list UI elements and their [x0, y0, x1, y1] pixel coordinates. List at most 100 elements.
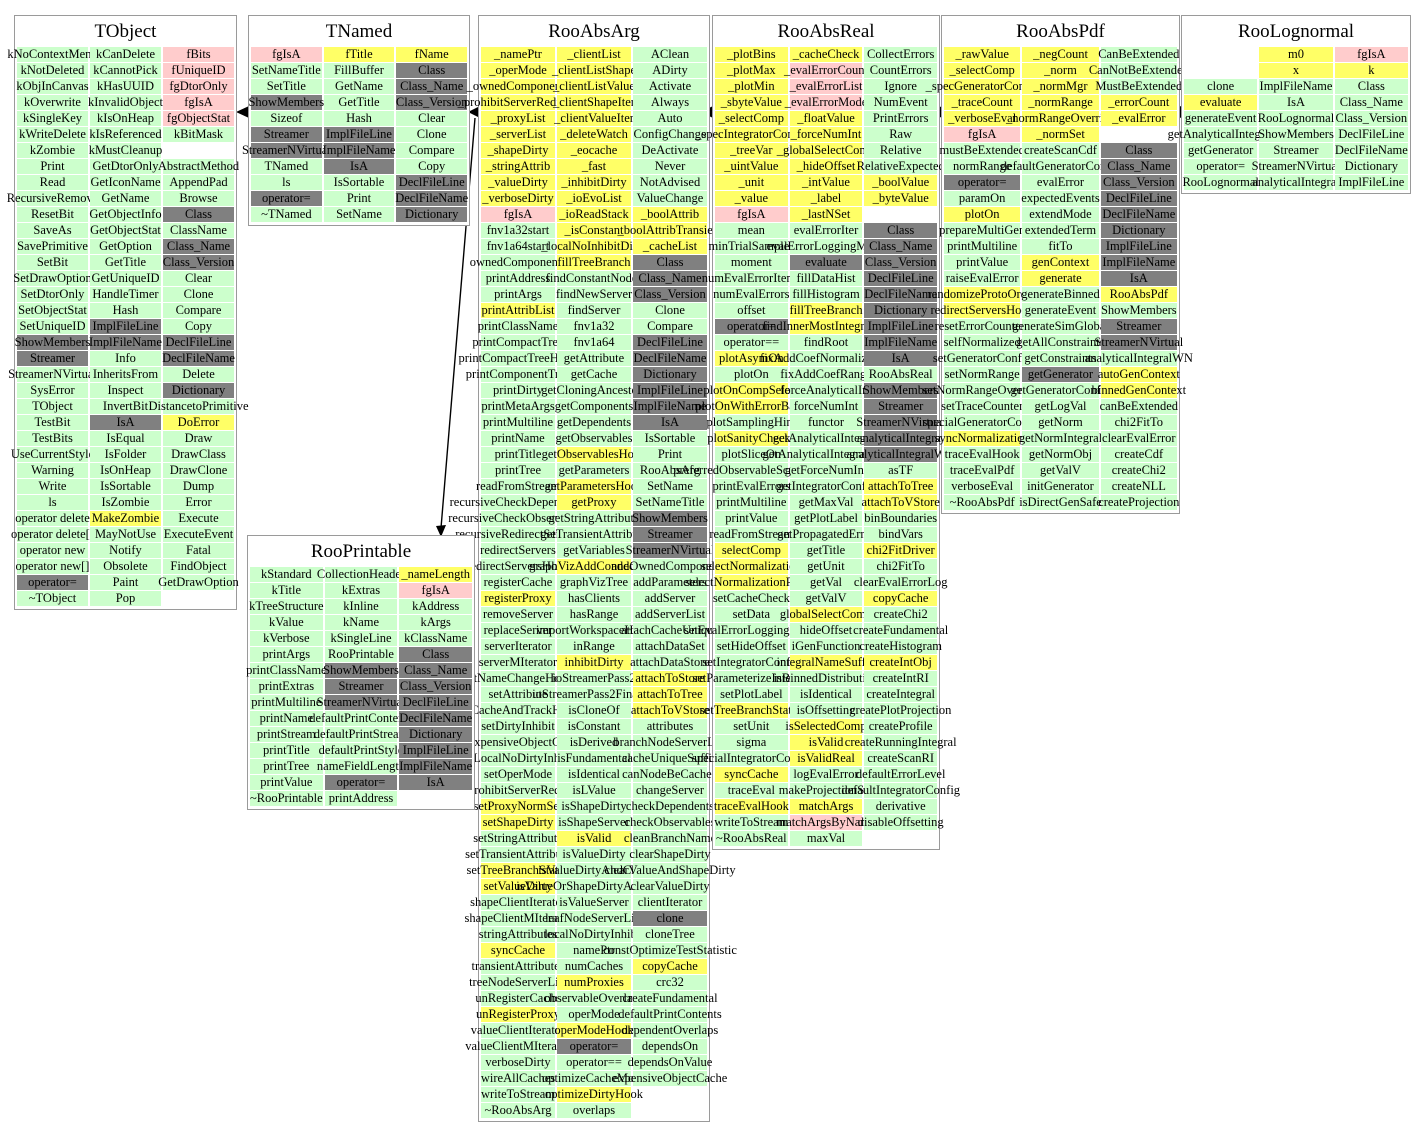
member-cell[interactable]: ClassName [163, 223, 234, 238]
member-cell[interactable]: NumEvent [864, 95, 938, 110]
member-cell[interactable]: ExecuteEvent [163, 527, 234, 542]
member-cell[interactable]: setCacheCheck [712, 591, 790, 606]
member-cell[interactable]: createIntRI [864, 671, 938, 686]
member-cell[interactable]: RelativeExpected [856, 159, 945, 174]
class-title[interactable]: RooAbsPdf [1016, 20, 1105, 42]
member-cell[interactable]: selectNormalization [701, 559, 802, 574]
member-cell[interactable]: StreamerNVirtual [625, 543, 715, 558]
member-cell[interactable]: _normRangeOverride [1006, 111, 1115, 126]
member-cell[interactable]: DeActivate [633, 143, 707, 158]
member-cell[interactable]: setCacheAndTrackHints [456, 703, 580, 718]
member-cell[interactable]: printClassName [477, 319, 559, 334]
member-cell[interactable]: Info [90, 351, 161, 366]
member-cell[interactable]: DeclFileName [395, 191, 469, 206]
member-cell[interactable]: fillTreeBranch [557, 255, 631, 270]
member-cell[interactable]: printExtras [250, 679, 323, 694]
member-cell[interactable]: _selectComp [715, 111, 788, 126]
member-cell[interactable]: kBitMask [163, 127, 234, 142]
member-cell[interactable]: generateBinned [1021, 287, 1100, 302]
member-cell[interactable]: generate [1022, 271, 1099, 286]
member-cell[interactable]: syncCache [715, 767, 788, 782]
member-cell[interactable]: leafNodeServerList [545, 911, 643, 926]
member-cell[interactable]: importWorkspaceHook [535, 623, 653, 638]
member-cell[interactable]: _verboseEval [944, 111, 1021, 126]
member-cell[interactable]: Class_Name [633, 271, 707, 286]
member-cell[interactable]: UseCurrentStyle [10, 447, 95, 462]
member-cell[interactable]: fixAddCoefNormalization [760, 351, 892, 366]
member-cell[interactable]: Auto [633, 111, 707, 126]
member-cell[interactable]: unRegisterCache [475, 991, 561, 1006]
member-cell[interactable]: mustBeExtended [939, 143, 1025, 158]
member-cell[interactable]: attachDataSet [633, 639, 707, 654]
member-cell[interactable]: _proxyList [481, 111, 555, 126]
member-cell[interactable]: redirectServersHook [930, 303, 1034, 318]
member-cell[interactable]: _cacheCheck [789, 47, 863, 62]
member-cell[interactable]: ImplFileLine [633, 383, 707, 398]
member-cell[interactable]: Activate [633, 79, 707, 94]
member-cell[interactable]: plotOnCompSelect [703, 383, 800, 398]
member-cell[interactable]: DeclFileLine [1100, 191, 1177, 206]
member-cell[interactable]: IsA [1100, 271, 1177, 286]
member-cell[interactable]: syncNormalization [934, 431, 1030, 446]
member-cell[interactable]: dependsOnValue [627, 1055, 713, 1070]
member-cell[interactable]: sigma [715, 735, 788, 750]
member-cell[interactable]: kValue [250, 615, 323, 630]
member-cell[interactable]: ImplFileLine [1100, 239, 1177, 254]
member-cell[interactable]: optimizeDirtyHook [545, 1087, 643, 1102]
member-cell[interactable]: Raw [864, 127, 938, 142]
member-cell[interactable]: DeclFileLine [864, 271, 938, 286]
member-cell[interactable]: DeclFileLine [163, 335, 234, 350]
member-cell[interactable]: getAttribute [557, 351, 631, 366]
member-cell[interactable]: ~RooAbsPdf [944, 495, 1021, 510]
member-cell[interactable]: resetErrorCounters [934, 319, 1030, 334]
member-cell[interactable]: _deleteWatch [557, 127, 631, 142]
member-cell[interactable]: printTree [481, 463, 555, 478]
member-cell[interactable]: ImplFileLine [90, 319, 161, 334]
member-cell[interactable]: TNamed [251, 159, 322, 174]
member-cell[interactable]: printAddress [481, 271, 555, 286]
member-cell[interactable]: clearEvalError [1100, 431, 1177, 446]
member-cell[interactable]: numProxies [557, 975, 631, 990]
member-cell[interactable]: getCache [557, 367, 631, 382]
member-cell[interactable]: _forceNumInt [789, 127, 863, 142]
member-cell[interactable]: recursiveCheckDependents [449, 495, 587, 510]
member-cell[interactable]: analyticalIntegral [1252, 175, 1340, 190]
member-cell[interactable]: NotAdvised [633, 175, 707, 190]
member-cell[interactable]: Ignore [864, 79, 938, 94]
member-cell[interactable]: clone [633, 911, 707, 926]
member-cell[interactable]: copyCache [864, 591, 938, 606]
member-cell[interactable]: SetDrawOption [13, 271, 92, 286]
member-cell[interactable]: localNoDirtyInhibit [544, 927, 644, 942]
member-cell[interactable]: _verboseDirty [481, 191, 555, 206]
member-cell[interactable]: Print [323, 191, 395, 206]
member-cell[interactable]: ~RooAbsReal [715, 831, 788, 846]
member-cell[interactable]: SavePrimitive [17, 239, 88, 254]
member-cell[interactable]: printClassName [246, 663, 327, 678]
member-cell[interactable]: ioStreamerPass2Finalize [532, 687, 656, 702]
member-cell[interactable]: _namePtr [481, 47, 555, 62]
member-cell[interactable]: shapeClientIterator [470, 895, 566, 910]
member-cell[interactable]: _selectComp [944, 63, 1021, 78]
member-cell[interactable]: writeToStream [714, 815, 789, 830]
member-cell[interactable]: Class [633, 255, 707, 270]
member-cell[interactable]: plotOn [715, 367, 788, 382]
member-cell[interactable]: RecursiveRemove [6, 191, 99, 206]
member-cell[interactable]: getParametersHook [544, 479, 644, 494]
member-cell[interactable]: DistancetoPrimitive [148, 399, 249, 414]
member-cell[interactable]: MayNotUse [90, 527, 161, 542]
member-cell[interactable]: kExtras [324, 583, 398, 598]
member-cell[interactable]: DeclFileName [399, 711, 473, 726]
member-cell[interactable]: _ownedComponents [466, 79, 570, 94]
member-cell[interactable]: extendMode [1022, 207, 1099, 222]
member-cell[interactable]: setAttribute [481, 687, 555, 702]
member-cell[interactable]: Write [17, 479, 88, 494]
member-cell[interactable]: Browse [163, 191, 234, 206]
member-cell[interactable]: ShowMembers [1258, 127, 1334, 142]
member-cell[interactable]: AClean [633, 47, 707, 62]
member-cell[interactable]: SaveAs [17, 223, 88, 238]
member-cell[interactable]: RooLognormal [1257, 111, 1335, 126]
member-cell[interactable]: fitTo [1022, 239, 1099, 254]
member-cell[interactable]: printMultiline [481, 415, 555, 430]
member-cell[interactable]: ioStreamerPass2 [552, 671, 636, 686]
member-cell[interactable]: printTitle [250, 743, 323, 758]
